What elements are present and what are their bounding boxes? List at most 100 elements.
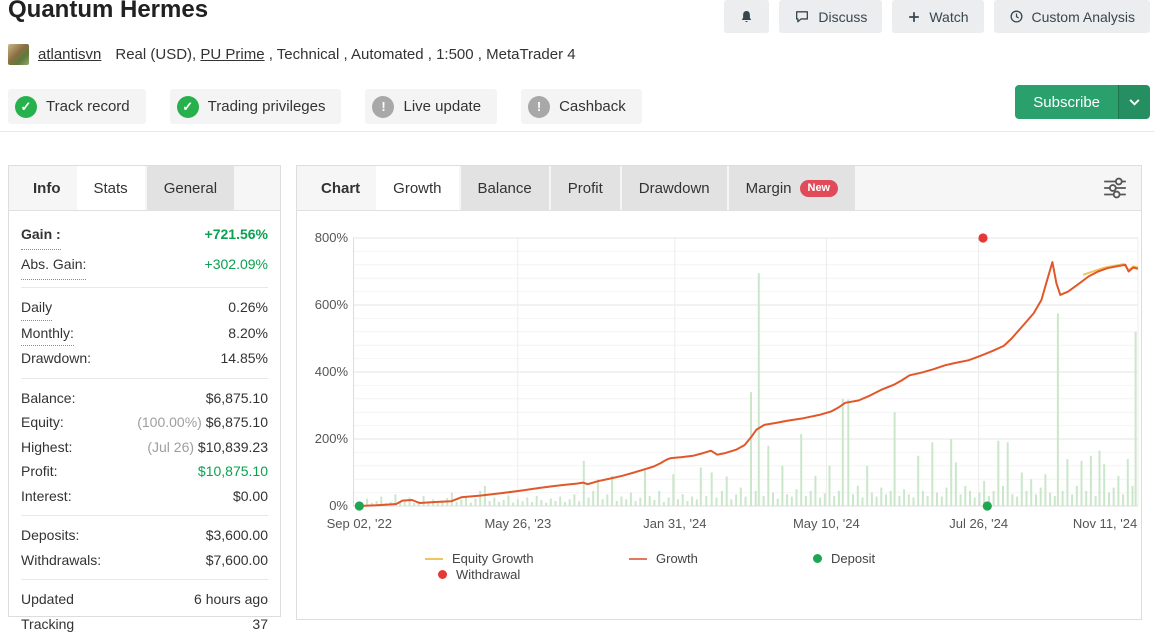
- stat-value: 8.20%: [228, 321, 268, 346]
- badge-live-update[interactable]: ! Live update: [365, 89, 498, 124]
- daily-gain-bar: [521, 501, 524, 506]
- custom-analysis-button[interactable]: Custom Analysis: [993, 0, 1150, 33]
- tab-info[interactable]: Info: [19, 166, 75, 210]
- legend-item-deposit: Deposit: [813, 551, 875, 566]
- stats-list: Gain : +721.56% Abs. Gain: +302.09% Daily 0.2…: [9, 211, 280, 633]
- stat-row-balance: Balance: $6,875.10: [21, 386, 268, 411]
- daily-gain-bar: [474, 498, 477, 506]
- daily-gain-bar: [1075, 485, 1078, 506]
- daily-gain-bar: [540, 500, 543, 506]
- tab-profit[interactable]: Profit: [550, 166, 620, 210]
- daily-gain-bar: [587, 497, 590, 506]
- badge-trading-privileges[interactable]: ✓ Trading privileges: [169, 89, 342, 124]
- clock-icon: [1009, 9, 1024, 24]
- daily-gain-bar: [735, 494, 738, 506]
- stat-value-prefix: (Jul 26): [147, 438, 198, 455]
- daily-gain-bar: [460, 500, 463, 506]
- tab-label: Profit: [567, 179, 603, 197]
- stat-label: Tracking: [21, 615, 75, 632]
- clock-icon: [1010, 10, 1023, 23]
- daily-gain-bar: [762, 495, 765, 506]
- subscribe-button[interactable]: Subscribe: [1015, 85, 1150, 119]
- stat-value-text: 14.85%: [220, 350, 268, 366]
- tab-stats[interactable]: Stats: [76, 166, 145, 210]
- daily-gain-bar: [441, 500, 444, 506]
- stat-row-daily: Daily 0.26%: [21, 295, 268, 321]
- tab-growth[interactable]: Growth: [376, 166, 459, 210]
- daily-gain-bar: [625, 499, 628, 506]
- tab-margin[interactable]: Margin New: [728, 166, 856, 210]
- daily-gain-bar: [1103, 464, 1106, 506]
- daily-gain-bar: [1056, 313, 1059, 506]
- daily-gain-bar: [921, 490, 924, 506]
- daily-gain-bar: [507, 495, 510, 506]
- tab-label: General: [163, 179, 218, 197]
- tab-balance[interactable]: Balance: [460, 166, 549, 210]
- daily-gain-bar: [917, 455, 920, 506]
- daily-gain-bar: [469, 502, 472, 506]
- daily-gain-bar: [809, 490, 812, 506]
- stat-label: Profit:: [21, 463, 58, 479]
- daily-gain-bar: [907, 494, 910, 506]
- tab-label: Stats: [93, 179, 128, 197]
- daily-gain-bar: [954, 462, 957, 506]
- daily-gain-bar: [893, 412, 896, 506]
- daily-gain-bar: [1131, 485, 1134, 506]
- legend-label: Growth: [656, 551, 698, 566]
- broker-link[interactable]: PU Prime: [200, 46, 265, 63]
- stat-label: Balance:: [21, 389, 76, 406]
- stat-value-text: $6,875.10: [205, 389, 268, 406]
- daily-gain-bar: [559, 496, 562, 506]
- header-actions: Discuss Watch Custom Analysis: [724, 0, 1150, 33]
- chat-icon: [796, 11, 809, 23]
- daily-gain-bar: [790, 496, 793, 506]
- daily-gain-bar: [931, 442, 934, 506]
- stat-value-text: 37: [252, 615, 268, 632]
- daily-gain-bar: [964, 485, 967, 506]
- discuss-button[interactable]: Discuss: [779, 0, 883, 33]
- notifications-button[interactable]: [724, 0, 770, 33]
- check-circle-icon: ✓: [15, 95, 37, 118]
- stat-value-text: $6,875.10: [205, 414, 268, 430]
- badge-cashback[interactable]: ! Cashback: [521, 89, 642, 124]
- stat-value: 6 hours ago: [194, 587, 268, 612]
- daily-gain-bar: [516, 499, 519, 506]
- daily-gain-bar: [644, 470, 646, 506]
- chart-settings-button[interactable]: [1101, 176, 1129, 202]
- x-tick-label: Nov 11, '24: [1072, 516, 1138, 531]
- daily-gain-bar: [866, 465, 869, 506]
- account-attribute-text: Real (USD),: [115, 46, 201, 63]
- legend-line-swatch: [425, 557, 443, 560]
- bell-icon: [739, 9, 754, 25]
- legend-item-equity-growth: Equity Growth: [425, 551, 534, 566]
- tab-drawdown[interactable]: Drawdown: [621, 166, 727, 210]
- daily-gain-bar: [450, 492, 453, 506]
- legend-item-growth: Growth: [629, 551, 698, 566]
- stats-group-divider: [21, 515, 268, 516]
- daily-gain-bar: [545, 502, 548, 506]
- daily-gain-bar: [1071, 494, 1074, 506]
- daily-gain-bar: [1053, 495, 1056, 506]
- withdrawal-marker: [978, 233, 988, 243]
- stats-group-divider: [21, 579, 268, 580]
- daily-gain-bar: [1094, 495, 1097, 506]
- badge-track-record[interactable]: ✓ Track record: [8, 89, 146, 124]
- tab-chart[interactable]: Chart: [307, 166, 374, 210]
- daily-gain-bar: [639, 497, 642, 506]
- chevron-down-icon[interactable]: [1118, 85, 1150, 119]
- chart-plot-area[interactable]: [353, 233, 1139, 511]
- daily-gain-bar: [837, 490, 840, 506]
- account-info-row: atlantisvn Real (USD), PU Prime , Techni…: [8, 44, 576, 65]
- custom-analysis-button-label: Custom Analysis: [1031, 8, 1135, 25]
- tab-general[interactable]: General: [146, 166, 235, 210]
- stat-value: $0.00: [233, 484, 268, 509]
- daily-gain-bar: [889, 490, 892, 506]
- stat-label: Drawdown:: [21, 350, 92, 366]
- daily-gain-bar: [1011, 494, 1014, 506]
- info-panel: Info Stats General Gain : +721.56% Abs. Gain…: [8, 165, 281, 632]
- watch-button[interactable]: Watch: [892, 0, 984, 33]
- username-link[interactable]: atlantisvn: [38, 46, 102, 63]
- legend-label: Withdrawal: [456, 567, 521, 582]
- daily-gain-bar: [408, 497, 411, 506]
- stat-label: Updated: [21, 591, 74, 607]
